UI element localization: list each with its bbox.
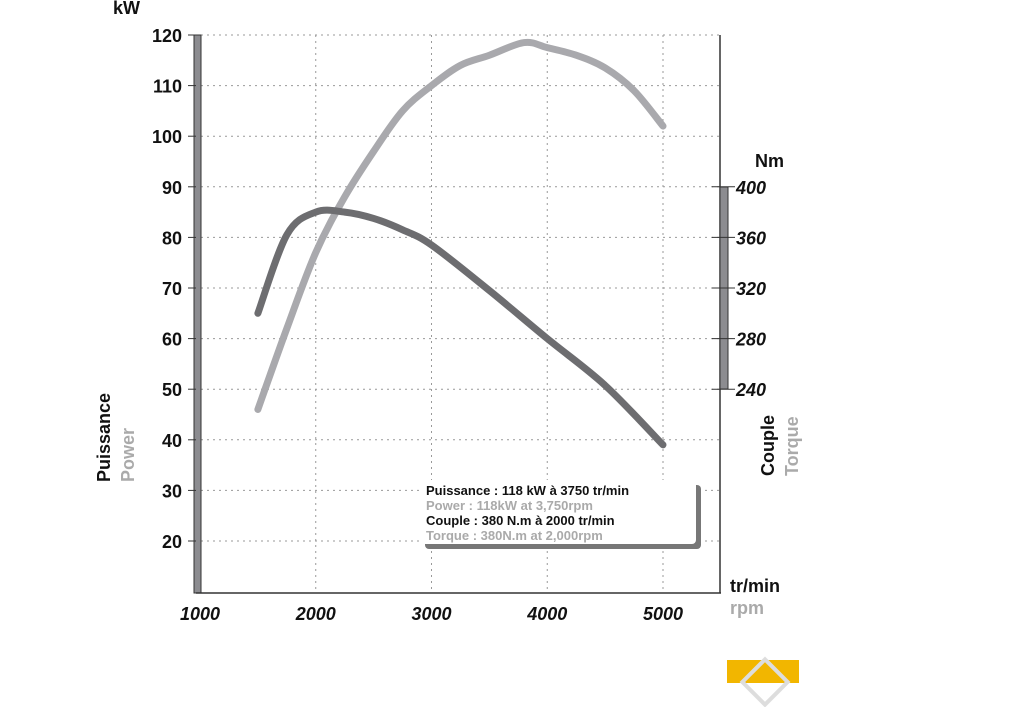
brand-logo	[727, 660, 799, 683]
y-tick-label: 120	[152, 26, 182, 46]
y-label: Puissance	[94, 393, 114, 482]
y-tick-label: 70	[162, 279, 182, 299]
x-tick-label: 4000	[526, 604, 567, 624]
y2-tick-label: 320	[736, 279, 766, 299]
y-tick-label: 20	[162, 532, 182, 552]
x-tick-label: 2000	[295, 604, 336, 624]
y2-label-en: Torque	[782, 416, 802, 476]
power-curve	[254, 38, 667, 413]
curves	[254, 38, 667, 449]
left-axis-bar	[193, 34, 202, 594]
legend-box: Puissance : 118 kW à 3750 tr/min Power :…	[420, 480, 696, 544]
y-tick-label: 60	[162, 330, 182, 350]
x-tick-label: 5000	[643, 604, 683, 624]
y-tick-label: 90	[162, 178, 182, 198]
x-tick-label: 1000	[180, 604, 220, 624]
tick-labels: 1000 2000 3000 4000 5000 20 30 40 50 60 70 80 90 100 1…	[152, 26, 766, 624]
x-label: tr/min	[730, 576, 780, 596]
y-label-en: Power	[118, 428, 138, 482]
x-tick-label: 3000	[411, 604, 451, 624]
y-tick-label: 80	[162, 228, 182, 248]
y2-tick-label: 240	[735, 380, 766, 400]
legend-torque-en: Torque : 380N.m at 2,000rpm	[426, 528, 603, 543]
y-tick-label: 110	[153, 77, 182, 97]
x-label-en: rpm	[730, 598, 764, 618]
power-torque-chart: 1000 2000 3000 4000 5000 20 30 40 50 60 70 80 90 100 1…	[94, 0, 802, 624]
y2-tick-label: 280	[735, 330, 766, 350]
y2-tick-label: 400	[735, 178, 766, 198]
y-unit-label: kW	[113, 0, 140, 18]
torque-curve	[254, 206, 667, 449]
y2-tick-label: 360	[736, 228, 766, 248]
y2-unit-label: Nm	[755, 151, 784, 171]
legend-torque-fr: Couple : 380 N.m à 2000 tr/min	[426, 513, 615, 528]
y-tick-label: 30	[162, 481, 182, 501]
legend-power-fr: Puissance : 118 kW à 3750 tr/min	[426, 483, 630, 498]
y-tick-label: 50	[162, 380, 182, 400]
y-tick-label: 40	[162, 431, 182, 451]
y2-label: Couple	[758, 415, 778, 476]
y-tick-label: 100	[152, 127, 182, 147]
legend-power-en: Power : 118kW at 3,750rpm	[426, 498, 593, 513]
